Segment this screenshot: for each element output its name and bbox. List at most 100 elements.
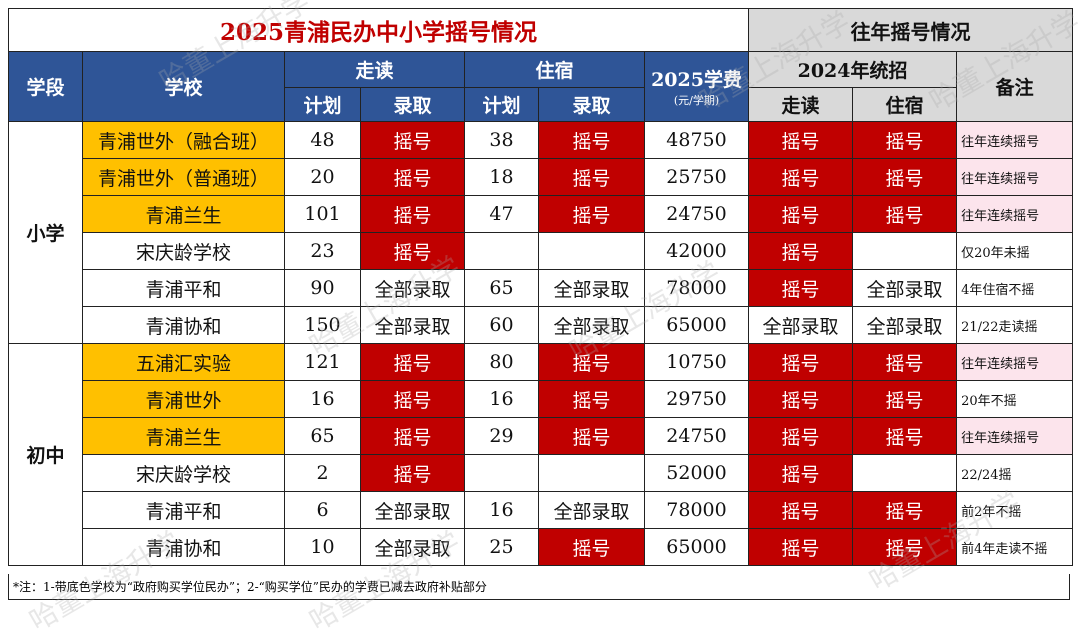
cell-hist-boarding: 全部录取 [852, 306, 958, 344]
header-fee-unit: (元/学期) [673, 94, 720, 107]
cell-hist-boarding: 摇号 [852, 491, 958, 529]
cell-commute-admit: 全部录取 [360, 528, 465, 566]
cell-commute-plan: 16 [284, 380, 361, 418]
cell-note: 往年连续摇号 [956, 417, 1074, 455]
cell-note: 往年连续摇号 [956, 121, 1074, 159]
cell-fee: 52000 [643, 454, 750, 492]
cell-school: 五浦汇实验 [82, 343, 285, 381]
table-row: 宋庆龄学校 23 摇号 42000 摇号 仅20年未摇 [9, 232, 1074, 270]
cell-boarding-plan: 80 [464, 343, 539, 381]
cell-note: 前2年不摇 [956, 491, 1074, 529]
cell-commute-admit: 全部录取 [360, 306, 465, 344]
cell-boarding-admit: 摇号 [538, 417, 645, 455]
header-boarding: 住宿 [464, 51, 645, 88]
page-title: 2025青浦民办中小学摇号情况 [7, 8, 750, 52]
header-commute: 走读 [284, 51, 465, 88]
cell-hist-commute: 摇号 [748, 269, 854, 307]
cell-boarding-plan: 16 [464, 380, 539, 418]
cell-school: 青浦世外（普通班） [82, 158, 285, 196]
cell-school: 青浦兰生 [82, 417, 285, 455]
table-row: 青浦协和 10 全部录取 25 摇号 65000 摇号 摇号 前4年走读不摇 [9, 528, 1074, 566]
cell-hist-boarding [852, 454, 958, 492]
cell-commute-plan: 150 [284, 306, 361, 344]
cell-school: 青浦协和 [82, 306, 285, 344]
cell-fee: 42000 [643, 232, 750, 270]
cell-boarding-admit: 摇号 [538, 528, 645, 566]
cell-commute-plan: 23 [284, 232, 361, 270]
cell-commute-plan: 90 [284, 269, 361, 307]
stage-middle: 初中 [8, 343, 83, 566]
header-stage: 学段 [8, 51, 83, 122]
cell-boarding-plan [464, 232, 539, 270]
cell-hist-commute: 摇号 [748, 158, 854, 196]
table-row: 小学 青浦世外（融合班） 48 摇号 38 摇号 48750 摇号 摇号 往年连续摇号 [8, 121, 1074, 344]
cell-commute-admit: 摇号 [360, 380, 465, 418]
cell-school: 青浦平和 [82, 491, 285, 529]
cell-boarding-admit: 全部录取 [538, 269, 645, 307]
cell-fee: 78000 [643, 491, 750, 529]
table-row: 青浦世外 16 摇号 16 摇号 29750 摇号 摇号 20年不摇 [9, 380, 1074, 418]
cell-commute-admit: 摇号 [360, 343, 465, 381]
header-school: 学校 [82, 51, 285, 122]
cell-boarding-plan: 47 [464, 195, 539, 233]
header-commute-admit: 录取 [360, 87, 465, 122]
cell-boarding-plan: 60 [464, 306, 539, 344]
cell-hist-boarding: 摇号 [852, 380, 958, 418]
cell-boarding-plan: 18 [464, 158, 539, 196]
cell-note: 22/24摇 [956, 454, 1074, 492]
cell-boarding-admit [538, 232, 645, 270]
table-row: 青浦平和 90 全部录取 65 全部录取 78000 摇号 全部录取 4年住宿不摇 [9, 269, 1074, 307]
cell-boarding-plan: 16 [464, 491, 539, 529]
header-hist-boarding: 住宿 [852, 87, 958, 122]
cell-fee: 29750 [643, 380, 750, 418]
cell-commute-admit: 摇号 [360, 158, 465, 196]
cell-boarding-plan: 65 [464, 269, 539, 307]
header-hist-2024: 2024年统招 [748, 51, 958, 88]
cell-hist-commute: 摇号 [748, 232, 854, 270]
cell-boarding-admit: 摇号 [538, 380, 645, 418]
header-boarding-plan: 计划 [464, 87, 539, 122]
cell-boarding-plan: 29 [464, 417, 539, 455]
cell-note: 往年连续摇号 [956, 343, 1074, 381]
footnote: *注：1-带底色学校为“政府购买学位民办”；2-“购买学位”民办的学费已减去政府… [8, 574, 1070, 600]
cell-hist-commute: 摇号 [748, 417, 854, 455]
cell-boarding-admit: 摇号 [538, 121, 645, 159]
cell-boarding-plan: 25 [464, 528, 539, 566]
cell-hist-commute: 摇号 [748, 528, 854, 566]
cell-hist-boarding [852, 232, 958, 270]
cell-note: 仅20年未摇 [956, 232, 1074, 270]
cell-note: 20年不摇 [956, 380, 1074, 418]
cell-hist-boarding: 摇号 [852, 121, 958, 159]
cell-boarding-plan [464, 454, 539, 492]
cell-boarding-admit [538, 454, 645, 492]
cell-commute-admit: 摇号 [360, 417, 465, 455]
cell-note: 前4年走读不摇 [956, 528, 1074, 566]
cell-fee: 10750 [643, 343, 750, 381]
cell-commute-plan: 2 [284, 454, 361, 492]
cell-hist-commute: 全部录取 [748, 306, 854, 344]
cell-school: 青浦世外（融合班） [82, 121, 285, 159]
cell-hist-commute: 摇号 [748, 121, 854, 159]
cell-fee: 25750 [643, 158, 750, 196]
cell-boarding-admit: 摇号 [538, 158, 645, 196]
cell-fee: 65000 [643, 306, 750, 344]
stage-primary: 小学 [8, 121, 83, 344]
header-boarding-admit: 录取 [538, 87, 645, 122]
cell-commute-admit: 摇号 [360, 232, 465, 270]
table-row: 青浦世外（普通班） 20 摇号 18 摇号 25750 摇号 摇号 往年连续摇号 [9, 158, 1074, 196]
cell-fee: 24750 [643, 417, 750, 455]
cell-school: 宋庆龄学校 [82, 454, 285, 492]
header-fee: 2025学费 (元/学期) [643, 51, 750, 122]
cell-commute-admit: 全部录取 [360, 491, 465, 529]
cell-boarding-plan: 38 [464, 121, 539, 159]
cell-commute-plan: 101 [284, 195, 361, 233]
cell-commute-admit: 摇号 [360, 454, 465, 492]
cell-fee: 24750 [643, 195, 750, 233]
cell-school: 青浦协和 [82, 528, 285, 566]
cell-school: 青浦世外 [82, 380, 285, 418]
cell-fee: 78000 [643, 269, 750, 307]
cell-hist-commute: 摇号 [748, 454, 854, 492]
table-row: 宋庆龄学校 2 摇号 52000 摇号 22/24摇 [9, 454, 1074, 492]
cell-commute-plan: 65 [284, 417, 361, 455]
header-commute-plan: 计划 [284, 87, 361, 122]
